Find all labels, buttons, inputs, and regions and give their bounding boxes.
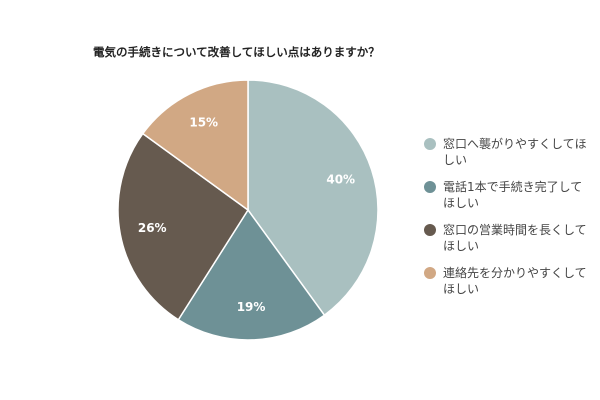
legend-item-1[interactable]: 電話1本で手続き完了して ほしい [424,179,600,211]
legend-label-line2: ほしい [443,282,480,296]
legend-item-3[interactable]: 連絡先を分かりやすくして ほしい [424,265,600,297]
legend-label-line1: 電話1本で手続き完了して [443,180,583,194]
pie-slice-0[interactable] [247,79,379,317]
legend-swatch [424,224,436,236]
legend-item-0[interactable]: 窓口へ襲がりやすくしてほ しい [424,136,600,168]
pie-slice-1[interactable] [177,208,326,341]
chart-title: 電気の手続きについて改善してほしい点はありますか？ [93,45,380,59]
legend-label-line2: ほしい [443,196,480,210]
legend-label-line1: 窓口へ襲がりやすくしてほ [443,137,587,151]
slice-label-2: 26% [138,221,167,235]
legend-swatch [424,267,436,279]
legend-swatch [424,138,436,150]
legend-item-2[interactable]: 窓口の営業時間を長くして ほしい [424,222,600,254]
legend-label-line1: 連絡先を分かりやすくして [443,266,587,280]
legend-swatch [424,181,436,193]
slice-label-3: 15% [189,116,218,130]
legend-label-line2: しい [443,153,468,167]
slice-label-1: 19% [237,300,266,314]
pie-slice-2[interactable] [117,132,250,321]
legend-label-line1: 窓口の営業時間を長くして [443,223,587,237]
legend-label-line2: ほしい [443,239,480,253]
slice-label-0: 40% [326,172,355,186]
legend: 窓口へ襲がりやすくしてほ しい 電話1本で手続き完了して ほしい 窓口の営業時間… [424,136,600,308]
pie-slice-3[interactable] [141,79,249,212]
